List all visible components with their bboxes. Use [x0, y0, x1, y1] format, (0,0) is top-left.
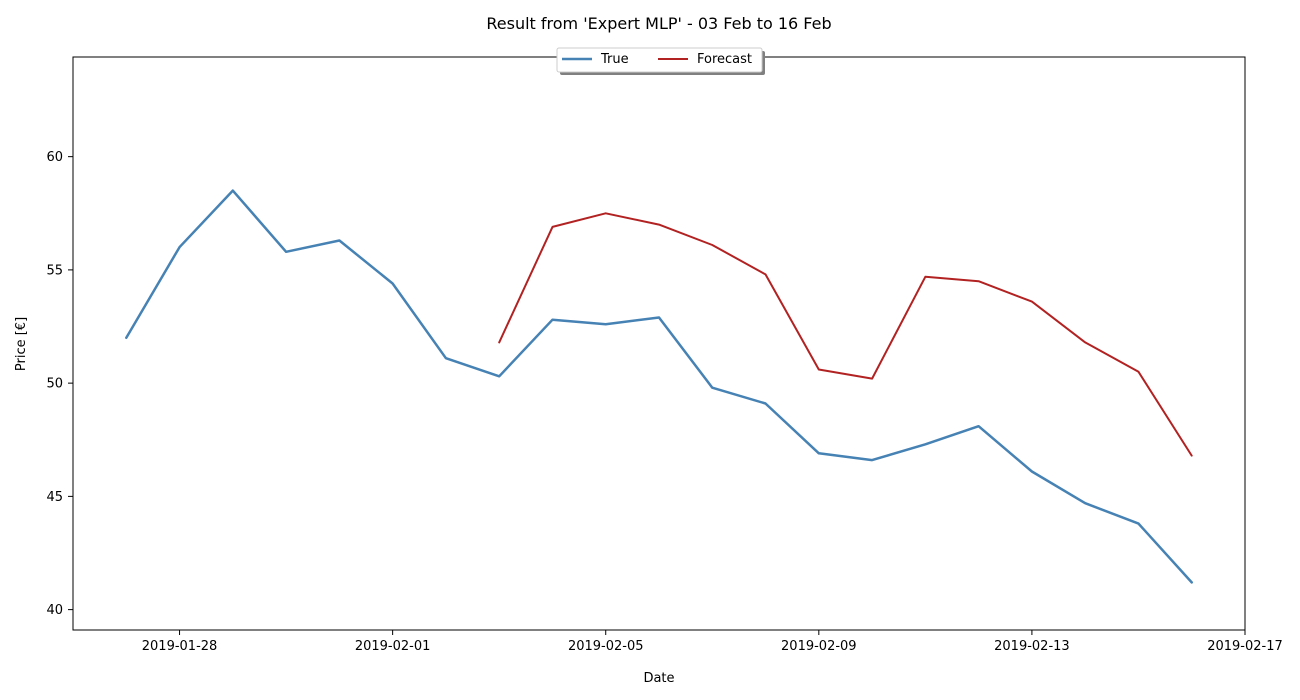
- plot-area-frame: [72, 56, 1246, 631]
- legend-forecast-label: Forecast: [697, 52, 752, 67]
- y-tick-label: 45: [46, 490, 63, 505]
- series-line-forecast: [498, 212, 1193, 457]
- legend: True Forecast: [556, 47, 765, 75]
- series-line-true: [125, 189, 1193, 584]
- series-layer: [125, 189, 1193, 584]
- x-tick-label: 2019-02-05: [568, 639, 644, 654]
- x-tick-label: 2019-02-13: [994, 639, 1070, 654]
- x-tick-label: 2019-01-28: [142, 639, 218, 654]
- x-axis-label: Date: [643, 671, 674, 686]
- y-tick-label: 60: [46, 150, 63, 165]
- y-tick-label: 55: [46, 263, 63, 278]
- chart-title: Result from 'Expert MLP' - 03 Feb to 16 …: [486, 14, 831, 33]
- y-tick-label: 50: [46, 377, 63, 392]
- x-axis: 2019-01-28 2019-02-01 2019-02-05 2019-02-09…: [142, 630, 1283, 654]
- x-tick-label: 2019-02-01: [355, 639, 431, 654]
- legend-true-label: True: [600, 52, 629, 67]
- y-tick-label: 40: [46, 603, 63, 618]
- x-tick-label: 2019-02-09: [781, 639, 857, 654]
- y-axis-label: Price [€]: [14, 317, 29, 371]
- x-tick-label: 2019-02-17: [1207, 639, 1283, 654]
- y-axis: 40 45 50 55 60: [46, 150, 73, 618]
